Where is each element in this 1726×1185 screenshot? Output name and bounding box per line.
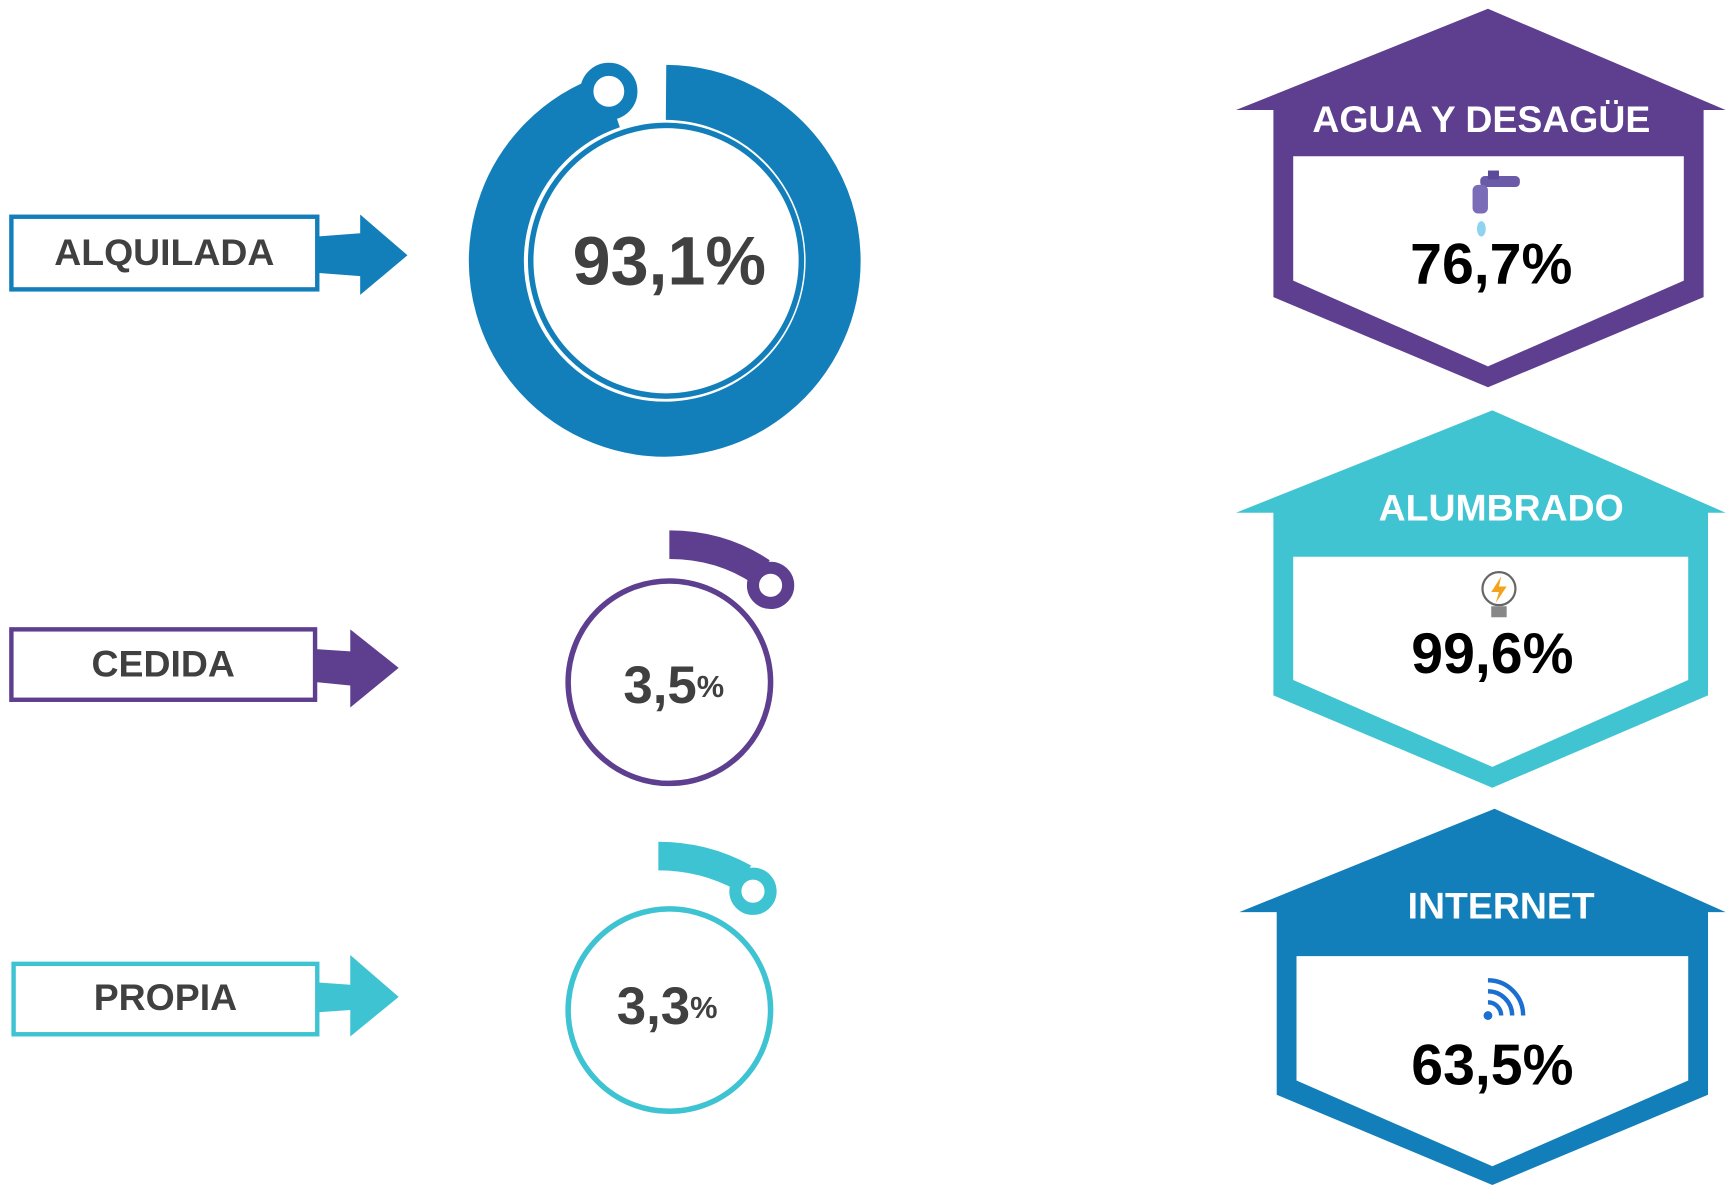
tenure-alquilada: ALQUILADA 93,1%	[9, 62, 861, 457]
ring-knob	[580, 62, 638, 120]
service-title: ALUMBRADO	[1379, 486, 1624, 528]
value-unit: %	[690, 990, 717, 1025]
tenure-cedida: CEDIDA 3,5%	[9, 530, 795, 787]
value-unit: %	[705, 223, 766, 299]
ring-arc	[658, 841, 752, 891]
tenure-propia: PROPIA 3,3%	[11, 841, 777, 1115]
label-box	[11, 961, 320, 1037]
arrow	[316, 629, 399, 708]
bulb-icon	[1481, 571, 1517, 618]
tenure-value: 93,1%	[573, 223, 766, 299]
tenure-value: 3,5%	[623, 656, 724, 715]
ring-knob	[729, 867, 777, 915]
service-title: AGUA Y DESAGÜE	[1312, 98, 1650, 140]
house-inner	[1293, 156, 1684, 367]
service-alumbrado: ALUMBRADO 99,6%	[1235, 410, 1726, 788]
value-number: 3,5	[623, 656, 696, 715]
wifi-icon	[1483, 978, 1526, 1020]
tenure-label: PROPIA	[94, 976, 237, 1018]
tenure-label: ALQUILADA	[54, 231, 274, 273]
inner-circle	[527, 122, 805, 399]
circle	[565, 578, 774, 787]
arrow	[318, 955, 399, 1037]
service-value: 99,6%	[1411, 622, 1573, 686]
service-value: 76,7%	[1410, 233, 1572, 297]
service-agua: AGUA Y DESAGÜE 76,7%	[1235, 8, 1726, 388]
roof	[1235, 410, 1726, 513]
house-inner	[1296, 956, 1689, 1167]
ring-arc	[669, 530, 770, 585]
arrow	[317, 214, 408, 295]
value-number: 93,1	[573, 223, 706, 299]
circle	[565, 906, 774, 1115]
ring-arc	[469, 64, 861, 457]
faucet-icon	[1472, 170, 1520, 237]
tenure-value: 3,3%	[617, 977, 718, 1036]
house-inner	[1293, 556, 1689, 767]
ring-knob	[746, 561, 795, 610]
label-box	[9, 627, 318, 702]
tenure-label: CEDIDA	[92, 643, 235, 685]
value-unit: %	[697, 669, 724, 704]
roof	[1239, 808, 1726, 913]
service-value: 63,5%	[1411, 1034, 1573, 1098]
label-box	[9, 214, 320, 292]
service-internet: INTERNET 63,5%	[1239, 808, 1726, 1185]
service-title: INTERNET	[1408, 885, 1595, 927]
roof	[1235, 8, 1726, 111]
value-number: 3,3	[617, 977, 690, 1036]
